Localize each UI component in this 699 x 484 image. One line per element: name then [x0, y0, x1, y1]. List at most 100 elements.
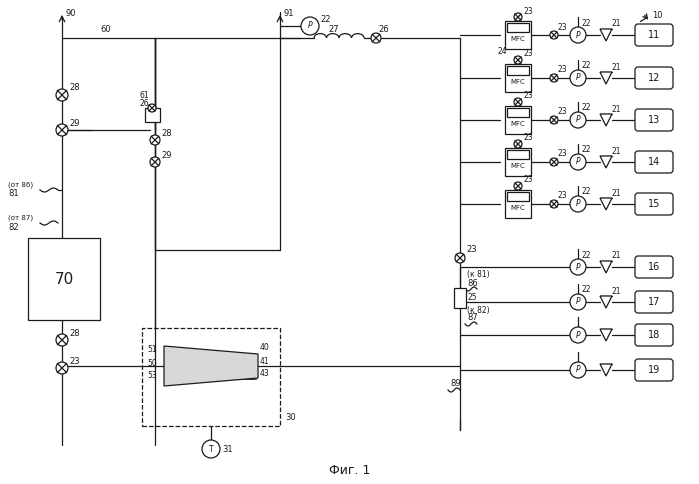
Text: MFC: MFC — [511, 205, 526, 211]
Text: 23: 23 — [557, 107, 567, 117]
Text: 27: 27 — [328, 25, 338, 33]
Text: 23: 23 — [523, 49, 533, 59]
Text: 31: 31 — [222, 444, 233, 454]
Text: 22: 22 — [582, 251, 591, 259]
Text: 13: 13 — [648, 115, 660, 125]
Text: 23: 23 — [523, 6, 533, 15]
Text: 10: 10 — [652, 11, 663, 19]
FancyBboxPatch shape — [635, 256, 673, 278]
Text: 15: 15 — [648, 199, 660, 209]
Circle shape — [550, 116, 558, 124]
Text: Фиг. 1: Фиг. 1 — [329, 464, 370, 477]
Circle shape — [570, 259, 586, 275]
Polygon shape — [600, 261, 612, 273]
Bar — [507, 23, 529, 32]
Circle shape — [202, 440, 220, 458]
Circle shape — [550, 74, 558, 82]
FancyBboxPatch shape — [635, 151, 673, 173]
Text: 81: 81 — [8, 190, 19, 198]
Circle shape — [150, 135, 160, 145]
Circle shape — [570, 154, 586, 170]
Polygon shape — [600, 156, 612, 168]
Text: 22: 22 — [582, 146, 591, 154]
Bar — [507, 150, 529, 159]
FancyBboxPatch shape — [635, 291, 673, 313]
Text: 23: 23 — [523, 176, 533, 184]
Text: 18: 18 — [648, 330, 660, 340]
Text: P: P — [576, 262, 580, 272]
Text: 90: 90 — [65, 10, 75, 18]
Text: 21: 21 — [612, 19, 621, 29]
Bar — [505, 106, 531, 134]
Text: 30: 30 — [285, 413, 296, 423]
Polygon shape — [600, 329, 612, 341]
Text: 41: 41 — [260, 357, 270, 365]
Text: 22: 22 — [320, 15, 331, 25]
Polygon shape — [600, 114, 612, 126]
Polygon shape — [600, 364, 612, 376]
Circle shape — [371, 33, 381, 43]
Text: 16: 16 — [648, 262, 660, 272]
Circle shape — [56, 334, 68, 346]
Text: 22: 22 — [582, 187, 591, 197]
Text: 43: 43 — [260, 369, 270, 378]
FancyBboxPatch shape — [635, 24, 673, 46]
Bar — [145, 108, 160, 122]
Text: 12: 12 — [648, 73, 660, 83]
Text: MFC: MFC — [511, 163, 526, 169]
Bar — [454, 288, 466, 308]
Text: 23: 23 — [466, 244, 477, 254]
Bar — [507, 192, 529, 201]
Text: 21: 21 — [612, 287, 621, 296]
Text: 89: 89 — [450, 379, 461, 389]
Text: 22: 22 — [582, 61, 591, 71]
Text: 22: 22 — [582, 18, 591, 28]
Text: T: T — [209, 444, 213, 454]
Text: 86: 86 — [467, 278, 477, 287]
Text: 24: 24 — [497, 47, 507, 57]
Text: (к 82): (к 82) — [467, 305, 489, 315]
Text: MFC: MFC — [511, 79, 526, 85]
Text: P: P — [576, 298, 580, 306]
Text: (к 81): (к 81) — [467, 271, 489, 279]
Circle shape — [514, 140, 522, 148]
Circle shape — [570, 70, 586, 86]
Text: P: P — [576, 157, 580, 166]
Text: 53: 53 — [147, 372, 157, 380]
Circle shape — [570, 327, 586, 343]
Circle shape — [148, 104, 156, 112]
Text: P: P — [576, 116, 580, 124]
Text: 87: 87 — [467, 314, 477, 322]
Text: 29: 29 — [161, 151, 171, 160]
Text: 11: 11 — [648, 30, 660, 40]
Text: 21: 21 — [612, 62, 621, 72]
Text: 21: 21 — [612, 252, 621, 260]
Text: 21: 21 — [612, 147, 621, 155]
Text: 23: 23 — [557, 150, 567, 158]
Text: 14: 14 — [648, 157, 660, 167]
Polygon shape — [600, 198, 612, 210]
Circle shape — [570, 362, 586, 378]
FancyBboxPatch shape — [635, 109, 673, 131]
Circle shape — [514, 182, 522, 190]
Text: 61: 61 — [140, 91, 150, 101]
Text: 21: 21 — [612, 188, 621, 197]
FancyBboxPatch shape — [635, 324, 673, 346]
Text: 70: 70 — [55, 272, 73, 287]
Text: 50: 50 — [147, 359, 157, 367]
Text: 23: 23 — [557, 192, 567, 200]
Circle shape — [514, 98, 522, 106]
Text: 25: 25 — [467, 293, 477, 302]
Polygon shape — [600, 72, 612, 84]
Text: 22: 22 — [582, 286, 591, 294]
Text: 19: 19 — [648, 365, 660, 375]
Text: P: P — [308, 21, 312, 30]
FancyBboxPatch shape — [635, 193, 673, 215]
Circle shape — [301, 17, 319, 35]
Polygon shape — [600, 296, 612, 308]
Circle shape — [514, 13, 522, 21]
Text: P: P — [576, 365, 580, 375]
Circle shape — [570, 112, 586, 128]
Bar — [505, 21, 531, 49]
Text: P: P — [576, 74, 580, 82]
